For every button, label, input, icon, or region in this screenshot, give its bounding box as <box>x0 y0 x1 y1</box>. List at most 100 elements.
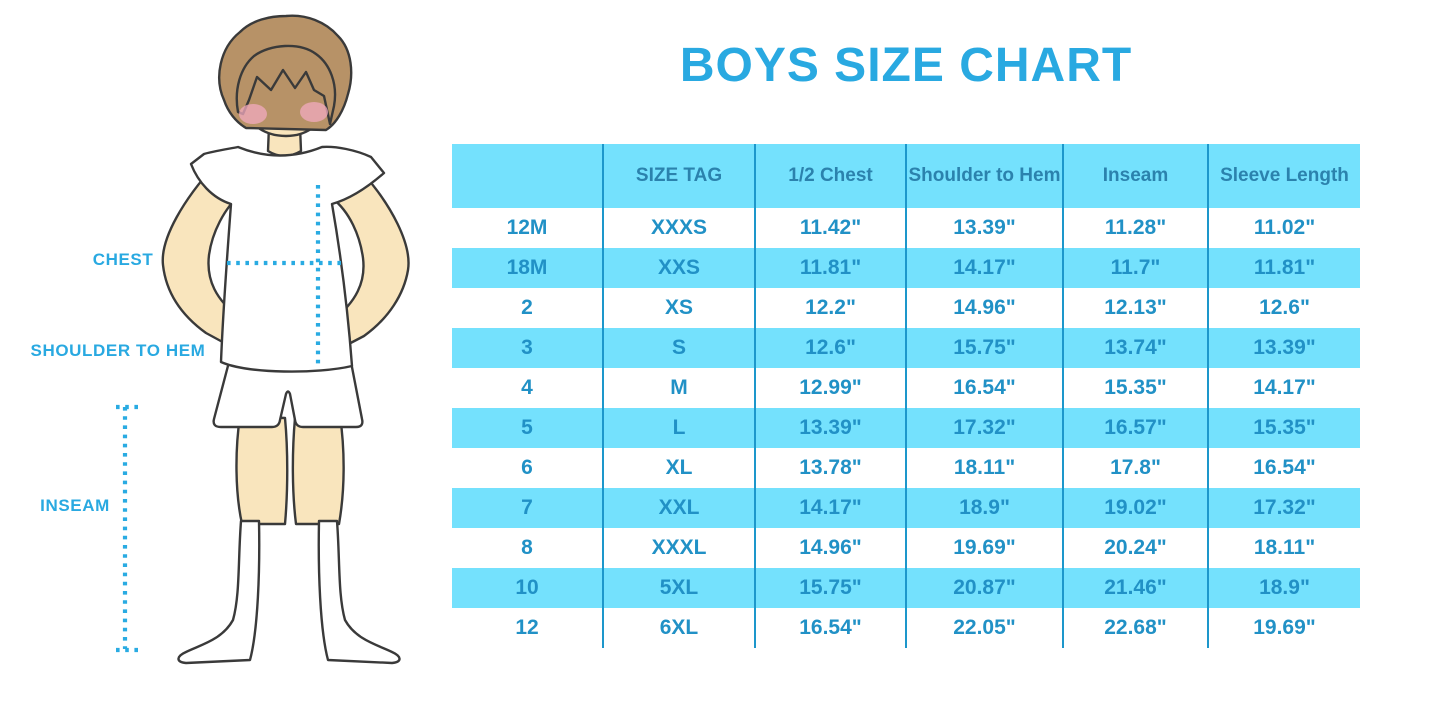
table-cell: 11.42" <box>754 208 906 248</box>
table-row: 8 XXXL 14.96" 19.69" 20.24" 18.11" <box>452 528 1360 568</box>
table-cell: 12.6" <box>1207 288 1360 328</box>
table-row: 6 XL 13.78" 18.11" 17.8" 16.54" <box>452 448 1360 488</box>
table-cell: 22.68" <box>1062 608 1208 648</box>
table-cell: 3 <box>452 328 603 368</box>
table-cell: 18.9" <box>905 488 1063 528</box>
table-cell: XXXL <box>602 528 755 568</box>
table-cell: 16.54" <box>754 608 906 648</box>
column-header-sleeve-length: Sleeve Length <box>1207 144 1360 208</box>
table-cell: 14.96" <box>905 288 1063 328</box>
table-row: 18M XXS 11.81" 14.17" 11.7" 11.81" <box>452 248 1360 288</box>
table-cell: 15.35" <box>1062 368 1208 408</box>
table-cell: 19.02" <box>1062 488 1208 528</box>
table-cell: 11.81" <box>754 248 906 288</box>
right-arm <box>330 168 410 350</box>
table-row: 2 XS 12.2" 14.96" 12.13" 12.6" <box>452 288 1360 328</box>
table-cell: 12 <box>452 608 603 648</box>
table-cell: XXXS <box>602 208 755 248</box>
table-cell: 15.75" <box>905 328 1063 368</box>
table-cell: 16.57" <box>1062 408 1208 448</box>
boy-measurement-illustration: CHEST SHOULDER TO HEM INSEAM <box>0 0 452 723</box>
table-cell: 10 <box>452 568 603 608</box>
column-header-size <box>452 144 603 208</box>
table-cell: 17.32" <box>905 408 1063 448</box>
table-cell: 11.28" <box>1062 208 1208 248</box>
table-cell: 11.02" <box>1207 208 1360 248</box>
t-shirt <box>189 145 386 373</box>
table-cell: XXS <box>602 248 755 288</box>
table-cell: 22.05" <box>905 608 1063 648</box>
page-title: BOYS SIZE CHART <box>679 39 1133 92</box>
table-cell: S <box>602 328 755 368</box>
table-cell: 16.54" <box>1207 448 1360 488</box>
left-arm <box>161 163 244 348</box>
table-cell: XS <box>602 288 755 328</box>
table-cell: 12M <box>452 208 603 248</box>
table-row: 7 XXL 14.17" 18.9" 19.02" 17.32" <box>452 488 1360 528</box>
table-row: 5 L 13.39" 17.32" 16.57" 15.35" <box>452 408 1360 448</box>
column-header-size-tag: SIZE TAG <box>602 144 755 208</box>
table-cell: 20.24" <box>1062 528 1208 568</box>
table-cell: 4 <box>452 368 603 408</box>
table-cell: 16.54" <box>905 368 1063 408</box>
table-cell: 6XL <box>602 608 755 648</box>
table-cell: 19.69" <box>1207 608 1360 648</box>
table-cell: 19.69" <box>905 528 1063 568</box>
table-cell: 5XL <box>602 568 755 608</box>
table-row: 4 M 12.99" 16.54" 15.35" 14.17" <box>452 368 1360 408</box>
table-cell: L <box>602 408 755 448</box>
table-cell: 7 <box>452 488 603 528</box>
table-cell: 12.99" <box>754 368 906 408</box>
left-sock <box>177 519 261 665</box>
table-cell: 20.87" <box>905 568 1063 608</box>
table-cell: 15.75" <box>754 568 906 608</box>
table-cell: 5 <box>452 408 603 448</box>
table-cell: 14.17" <box>905 248 1063 288</box>
shorts <box>212 360 364 429</box>
right-leg <box>291 414 345 526</box>
hair-fringe <box>235 44 337 126</box>
column-header-half-chest: 1/2 Chest <box>754 144 906 208</box>
table-cell: 18.11" <box>1207 528 1360 568</box>
boy-figure-icon <box>116 14 410 665</box>
table-cell: 12.13" <box>1062 288 1208 328</box>
table-cell: 13.39" <box>1207 328 1360 368</box>
table-cell: 18.9" <box>1207 568 1360 608</box>
chest-label: CHEST <box>92 250 154 269</box>
table-cell: 17.32" <box>1207 488 1360 528</box>
table-cell: 8 <box>452 528 603 568</box>
table-cell: 13.39" <box>905 208 1063 248</box>
table-cell: XXL <box>602 488 755 528</box>
table-cell: 13.39" <box>754 408 906 448</box>
table-row: 12 6XL 16.54" 22.05" 22.68" 19.69" <box>452 608 1360 648</box>
table-cell: 13.78" <box>754 448 906 488</box>
table-cell: 14.96" <box>754 528 906 568</box>
table-cell: 14.17" <box>1207 368 1360 408</box>
table-cell: 12.2" <box>754 288 906 328</box>
table-cell: 18M <box>452 248 603 288</box>
table-row: 12M XXXS 11.42" 13.39" 11.28" 11.02" <box>452 208 1360 248</box>
left-leg <box>235 414 289 526</box>
table-cell: 17.8" <box>1062 448 1208 488</box>
table-row: 10 5XL 15.75" 20.87" 21.46" 18.9" <box>452 568 1360 608</box>
inseam-label: INSEAM <box>40 496 110 515</box>
table-header-row: SIZE TAG 1/2 Chest Shoulder to Hem Insea… <box>452 144 1360 208</box>
shoulder-to-hem-label: SHOULDER TO HEM <box>30 341 206 360</box>
size-table: SIZE TAG 1/2 Chest Shoulder to Hem Insea… <box>452 144 1360 648</box>
column-header-shoulder-to-hem: Shoulder to Hem <box>905 144 1063 208</box>
table-cell: 14.17" <box>754 488 906 528</box>
table-row: 3 S 12.6" 15.75" 13.74" 13.39" <box>452 328 1360 368</box>
table-cell: 11.81" <box>1207 248 1360 288</box>
right-sock <box>317 519 401 665</box>
table-cell: 15.35" <box>1207 408 1360 448</box>
table-cell: M <box>602 368 755 408</box>
table-cell: 18.11" <box>905 448 1063 488</box>
table-cell: 2 <box>452 288 603 328</box>
table-cell: 12.6" <box>754 328 906 368</box>
table-cell: 6 <box>452 448 603 488</box>
column-header-inseam: Inseam <box>1062 144 1208 208</box>
table-cell: 13.74" <box>1062 328 1208 368</box>
left-cheek-blush <box>239 104 267 124</box>
table-cell: XL <box>602 448 755 488</box>
